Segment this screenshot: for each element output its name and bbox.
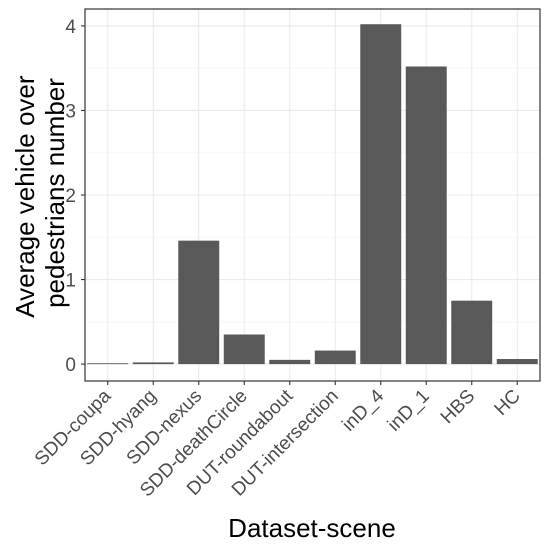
bar-inD_4 (360, 24, 402, 365)
bar-HBS (451, 300, 493, 365)
y-tick-label: 0 (65, 355, 76, 376)
bar-HC (496, 359, 538, 365)
bar-SDD-deathCircle (223, 334, 265, 365)
x-axis: SDD-coupaSDD-hyangSDD-nexusSDD-deathCirc… (31, 381, 525, 501)
y-tick-label: 3 (65, 101, 76, 122)
grid-lines (85, 9, 540, 381)
x-tick-label: inD_4 (338, 385, 388, 435)
x-tick-label: HBS (437, 386, 479, 428)
bar-DUT-roundabout (269, 359, 311, 365)
bar-SDD-hyang (132, 362, 174, 365)
y-tick-label: 1 (65, 271, 76, 292)
bar-SDD-coupa (87, 363, 129, 365)
y-axis-title-line-2: pedestrians number (40, 78, 70, 308)
y-axis-title-line-1: Average vehicle over (10, 75, 40, 318)
bar-SDD-nexus (178, 240, 220, 365)
x-tick-label: HC (491, 386, 525, 420)
bar-inD_1 (405, 66, 447, 365)
bars (87, 24, 538, 365)
y-tick-label: 2 (65, 186, 76, 207)
x-axis-title: Dataset-scene (228, 513, 396, 543)
y-axis-title: Average vehicle over pedestrians number (10, 68, 70, 318)
y-tick-label: 4 (65, 17, 76, 38)
x-tick-label: inD_1 (384, 386, 434, 436)
y-axis: 0 1 2 3 4 (65, 17, 85, 376)
bar-DUT-intersection (314, 350, 356, 365)
